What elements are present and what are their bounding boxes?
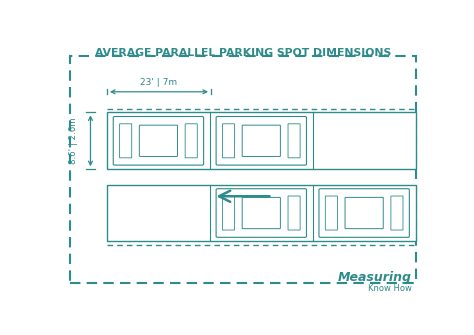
Text: 8.6' | 2.6m: 8.6' | 2.6m bbox=[70, 118, 78, 164]
FancyBboxPatch shape bbox=[113, 117, 204, 165]
FancyBboxPatch shape bbox=[216, 189, 307, 237]
FancyBboxPatch shape bbox=[242, 197, 281, 229]
FancyBboxPatch shape bbox=[345, 197, 383, 229]
FancyBboxPatch shape bbox=[107, 185, 416, 242]
Text: Know How: Know How bbox=[368, 284, 412, 293]
Text: AVERAGE PARALLEL PARKING SPOT DIMENSIONS: AVERAGE PARALLEL PARKING SPOT DIMENSIONS bbox=[95, 48, 391, 58]
FancyBboxPatch shape bbox=[119, 124, 132, 158]
FancyBboxPatch shape bbox=[222, 124, 235, 158]
FancyBboxPatch shape bbox=[107, 113, 416, 169]
FancyBboxPatch shape bbox=[139, 125, 178, 156]
Text: 23' | 7m: 23' | 7m bbox=[140, 78, 178, 87]
FancyBboxPatch shape bbox=[242, 125, 281, 156]
FancyBboxPatch shape bbox=[185, 124, 197, 158]
FancyBboxPatch shape bbox=[288, 196, 300, 230]
FancyBboxPatch shape bbox=[325, 196, 337, 230]
Text: Measuring: Measuring bbox=[338, 271, 412, 284]
FancyBboxPatch shape bbox=[222, 196, 235, 230]
FancyBboxPatch shape bbox=[216, 117, 307, 165]
FancyBboxPatch shape bbox=[288, 124, 300, 158]
FancyBboxPatch shape bbox=[391, 196, 403, 230]
FancyBboxPatch shape bbox=[319, 189, 410, 237]
